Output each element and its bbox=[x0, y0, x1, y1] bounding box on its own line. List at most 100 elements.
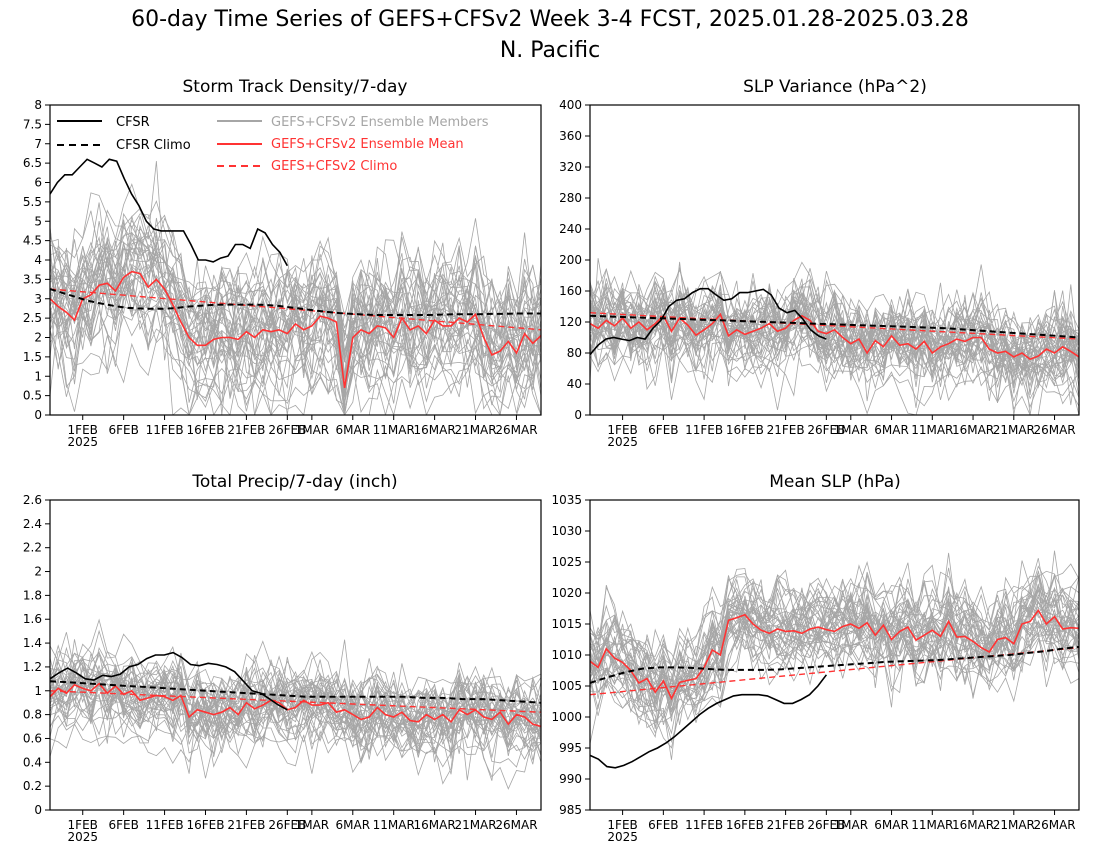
ensemble-member-line bbox=[50, 315, 541, 415]
ensemble-member-line bbox=[50, 280, 541, 415]
legend-label-mean: GEFS+CFSv2 Ensemble Mean bbox=[271, 137, 464, 152]
ensemble-mean-line bbox=[590, 608, 1079, 701]
cfsr-line bbox=[50, 651, 288, 711]
panel-title: Mean SLP (hPa) bbox=[769, 472, 901, 492]
x-tick-label: 16FEB bbox=[726, 423, 764, 437]
y-tick-label: 160 bbox=[559, 284, 582, 298]
ensemble-member-line bbox=[590, 318, 1079, 415]
y-tick-label: 240 bbox=[559, 222, 582, 236]
figure-subtitle: N. Pacific bbox=[500, 38, 600, 63]
ensemble-member-line bbox=[50, 618, 541, 715]
ensemble-member-line bbox=[590, 289, 1079, 383]
x-tick-label: 21MAR bbox=[454, 423, 496, 437]
y-tick-label: 2.6 bbox=[23, 493, 42, 507]
y-tick-label: 2.2 bbox=[23, 541, 42, 555]
x-tick-label: 26FEB bbox=[807, 423, 845, 437]
x-tick-label: 11MAR bbox=[911, 818, 953, 832]
panel-title: Storm Track Density/7-day bbox=[183, 77, 408, 97]
x-tick-label: 1MAR bbox=[834, 423, 869, 437]
x-tick-label: 16MAR bbox=[952, 423, 994, 437]
x-tick-label: 11FEB bbox=[685, 818, 723, 832]
x-year-label: 2025 bbox=[607, 830, 638, 844]
ensemble-member-line bbox=[590, 292, 1079, 392]
cfsr-climo-line bbox=[590, 314, 1079, 339]
x-tick-label: 1FEB bbox=[607, 423, 637, 437]
x-year-label: 2025 bbox=[67, 435, 98, 449]
y-tick-label: 400 bbox=[559, 98, 582, 112]
ensemble-member-line bbox=[590, 631, 1079, 743]
x-tick-label: 6MAR bbox=[874, 818, 909, 832]
ensemble-member-line bbox=[50, 161, 541, 319]
ensemble-members bbox=[50, 161, 541, 415]
y-tick-label: 1 bbox=[34, 369, 42, 383]
y-tick-label: 4 bbox=[34, 253, 42, 267]
y-tick-label: 2.5 bbox=[23, 311, 42, 325]
model-climo-line bbox=[590, 646, 1079, 696]
x-year-label: 2025 bbox=[67, 830, 98, 844]
ensemble-member-line bbox=[50, 674, 541, 763]
x-tick-label: 21MAR bbox=[993, 423, 1035, 437]
x-tick-label: 11MAR bbox=[373, 423, 415, 437]
ensemble-mean-line bbox=[590, 312, 1079, 361]
ensemble-member-line bbox=[50, 655, 541, 761]
ensemble-member-line bbox=[50, 236, 541, 362]
ensemble-member-line bbox=[50, 673, 541, 754]
ensemble-member-line bbox=[50, 254, 541, 411]
ensemble-member-line bbox=[590, 291, 1079, 368]
ensemble-mean-line bbox=[50, 270, 541, 389]
panel-total-precip: Total Precip/7-day (inch) 0 0.2 0.4 0.6 0.8 1… bbox=[23, 472, 542, 844]
y-tick-label: 5 bbox=[34, 214, 42, 228]
x-year-label: 2025 bbox=[607, 435, 638, 449]
ensemble-member-line bbox=[50, 673, 541, 754]
x-tick-label: 26MAR bbox=[495, 818, 537, 832]
x-tick-label: 1FEB bbox=[607, 818, 637, 832]
x-tick-label: 16FEB bbox=[186, 423, 224, 437]
y-tick-label: 200 bbox=[559, 253, 582, 267]
y-tick-label: 1035 bbox=[551, 493, 582, 507]
ensemble-member-line bbox=[590, 296, 1079, 387]
y-tick-label: 0.6 bbox=[23, 731, 42, 745]
ensemble-member-line bbox=[50, 710, 541, 777]
x-tick-label: 21FEB bbox=[227, 423, 265, 437]
ensemble-member-line bbox=[50, 302, 541, 415]
ensemble-members bbox=[590, 550, 1079, 760]
ensemble-member-line bbox=[590, 600, 1079, 735]
y-tick-label: 320 bbox=[559, 160, 582, 174]
x-tick-label: 21FEB bbox=[767, 818, 805, 832]
panel-title: SLP Variance (hPa^2) bbox=[743, 77, 927, 97]
x-tick-label: 16FEB bbox=[726, 818, 764, 832]
ensemble-member-line bbox=[590, 592, 1079, 722]
y-tick-label: 0 bbox=[34, 408, 42, 422]
ensemble-members bbox=[50, 618, 541, 790]
y-tick-label: 1 bbox=[34, 684, 42, 698]
ensemble-member-line bbox=[50, 265, 541, 404]
panel-mean-slp: Mean SLP (hPa) 985 990 995 1000 1005 1010 1015… bbox=[551, 472, 1080, 844]
ensemble-member-line bbox=[590, 291, 1079, 383]
y-tick-label: 990 bbox=[559, 772, 582, 786]
panel-title: Total Precip/7-day (inch) bbox=[191, 472, 397, 492]
ensemble-member-line bbox=[50, 668, 541, 749]
ensemble-member-line bbox=[50, 235, 541, 394]
model-climo-line bbox=[50, 690, 541, 713]
ensemble-member-line bbox=[590, 623, 1079, 749]
x-tick-label: 11MAR bbox=[373, 818, 415, 832]
ensemble-member-line bbox=[590, 283, 1079, 402]
ensemble-member-line bbox=[590, 590, 1079, 703]
ensemble-member-line bbox=[50, 220, 541, 359]
ensemble-member-line bbox=[50, 242, 541, 361]
y-tick-label: 0 bbox=[34, 803, 42, 817]
x-tick-label: 1MAR bbox=[834, 818, 869, 832]
y-tick-label: 995 bbox=[559, 741, 582, 755]
ensemble-member-line bbox=[50, 238, 541, 371]
y-tick-label: 40 bbox=[567, 377, 582, 391]
legend: CFSR CFSR Climo GEFS+CFSv2 Ensemble Memb… bbox=[57, 115, 489, 174]
series-lines bbox=[590, 608, 1079, 769]
x-tick-label: 11FEB bbox=[146, 818, 184, 832]
ensemble-member-line bbox=[50, 239, 541, 396]
x-tick-label: 1MAR bbox=[295, 818, 330, 832]
figure-title: 60-day Time Series of GEFS+CFSv2 Week 3-… bbox=[131, 7, 969, 32]
y-tick-label: 2 bbox=[34, 565, 42, 579]
x-tick-label: 6FEB bbox=[648, 818, 678, 832]
y-tick-label: 5.5 bbox=[23, 195, 42, 209]
ensemble-member-line bbox=[50, 268, 541, 385]
